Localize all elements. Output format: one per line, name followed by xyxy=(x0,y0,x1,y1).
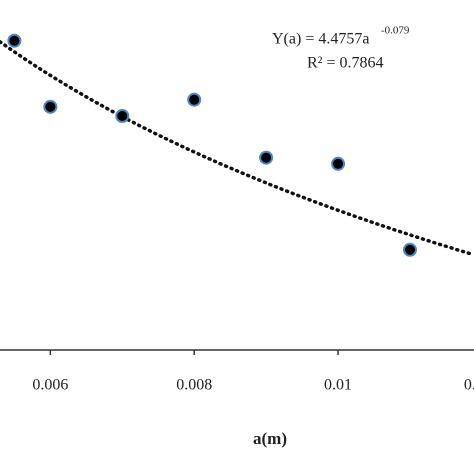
point xyxy=(331,156,346,171)
point xyxy=(43,99,58,114)
plot-area xyxy=(0,33,474,257)
point xyxy=(402,242,417,257)
x-axis-label: a(m) xyxy=(253,429,287,448)
point xyxy=(7,33,22,48)
point xyxy=(187,92,202,107)
equation-exponent: -0.079 xyxy=(381,25,410,37)
r-squared: R² = 0.7864 xyxy=(307,55,384,72)
point xyxy=(115,108,130,123)
point xyxy=(259,150,274,165)
equation: Y(a) = 4.4757a xyxy=(272,31,369,48)
x-tick-label: 0.01 xyxy=(324,377,352,394)
trendline xyxy=(0,40,474,256)
x-tick-label: 0.006 xyxy=(32,377,68,394)
x-tick-label: 0.008 xyxy=(176,377,212,394)
x-tick-label: 0.012 xyxy=(464,377,474,394)
